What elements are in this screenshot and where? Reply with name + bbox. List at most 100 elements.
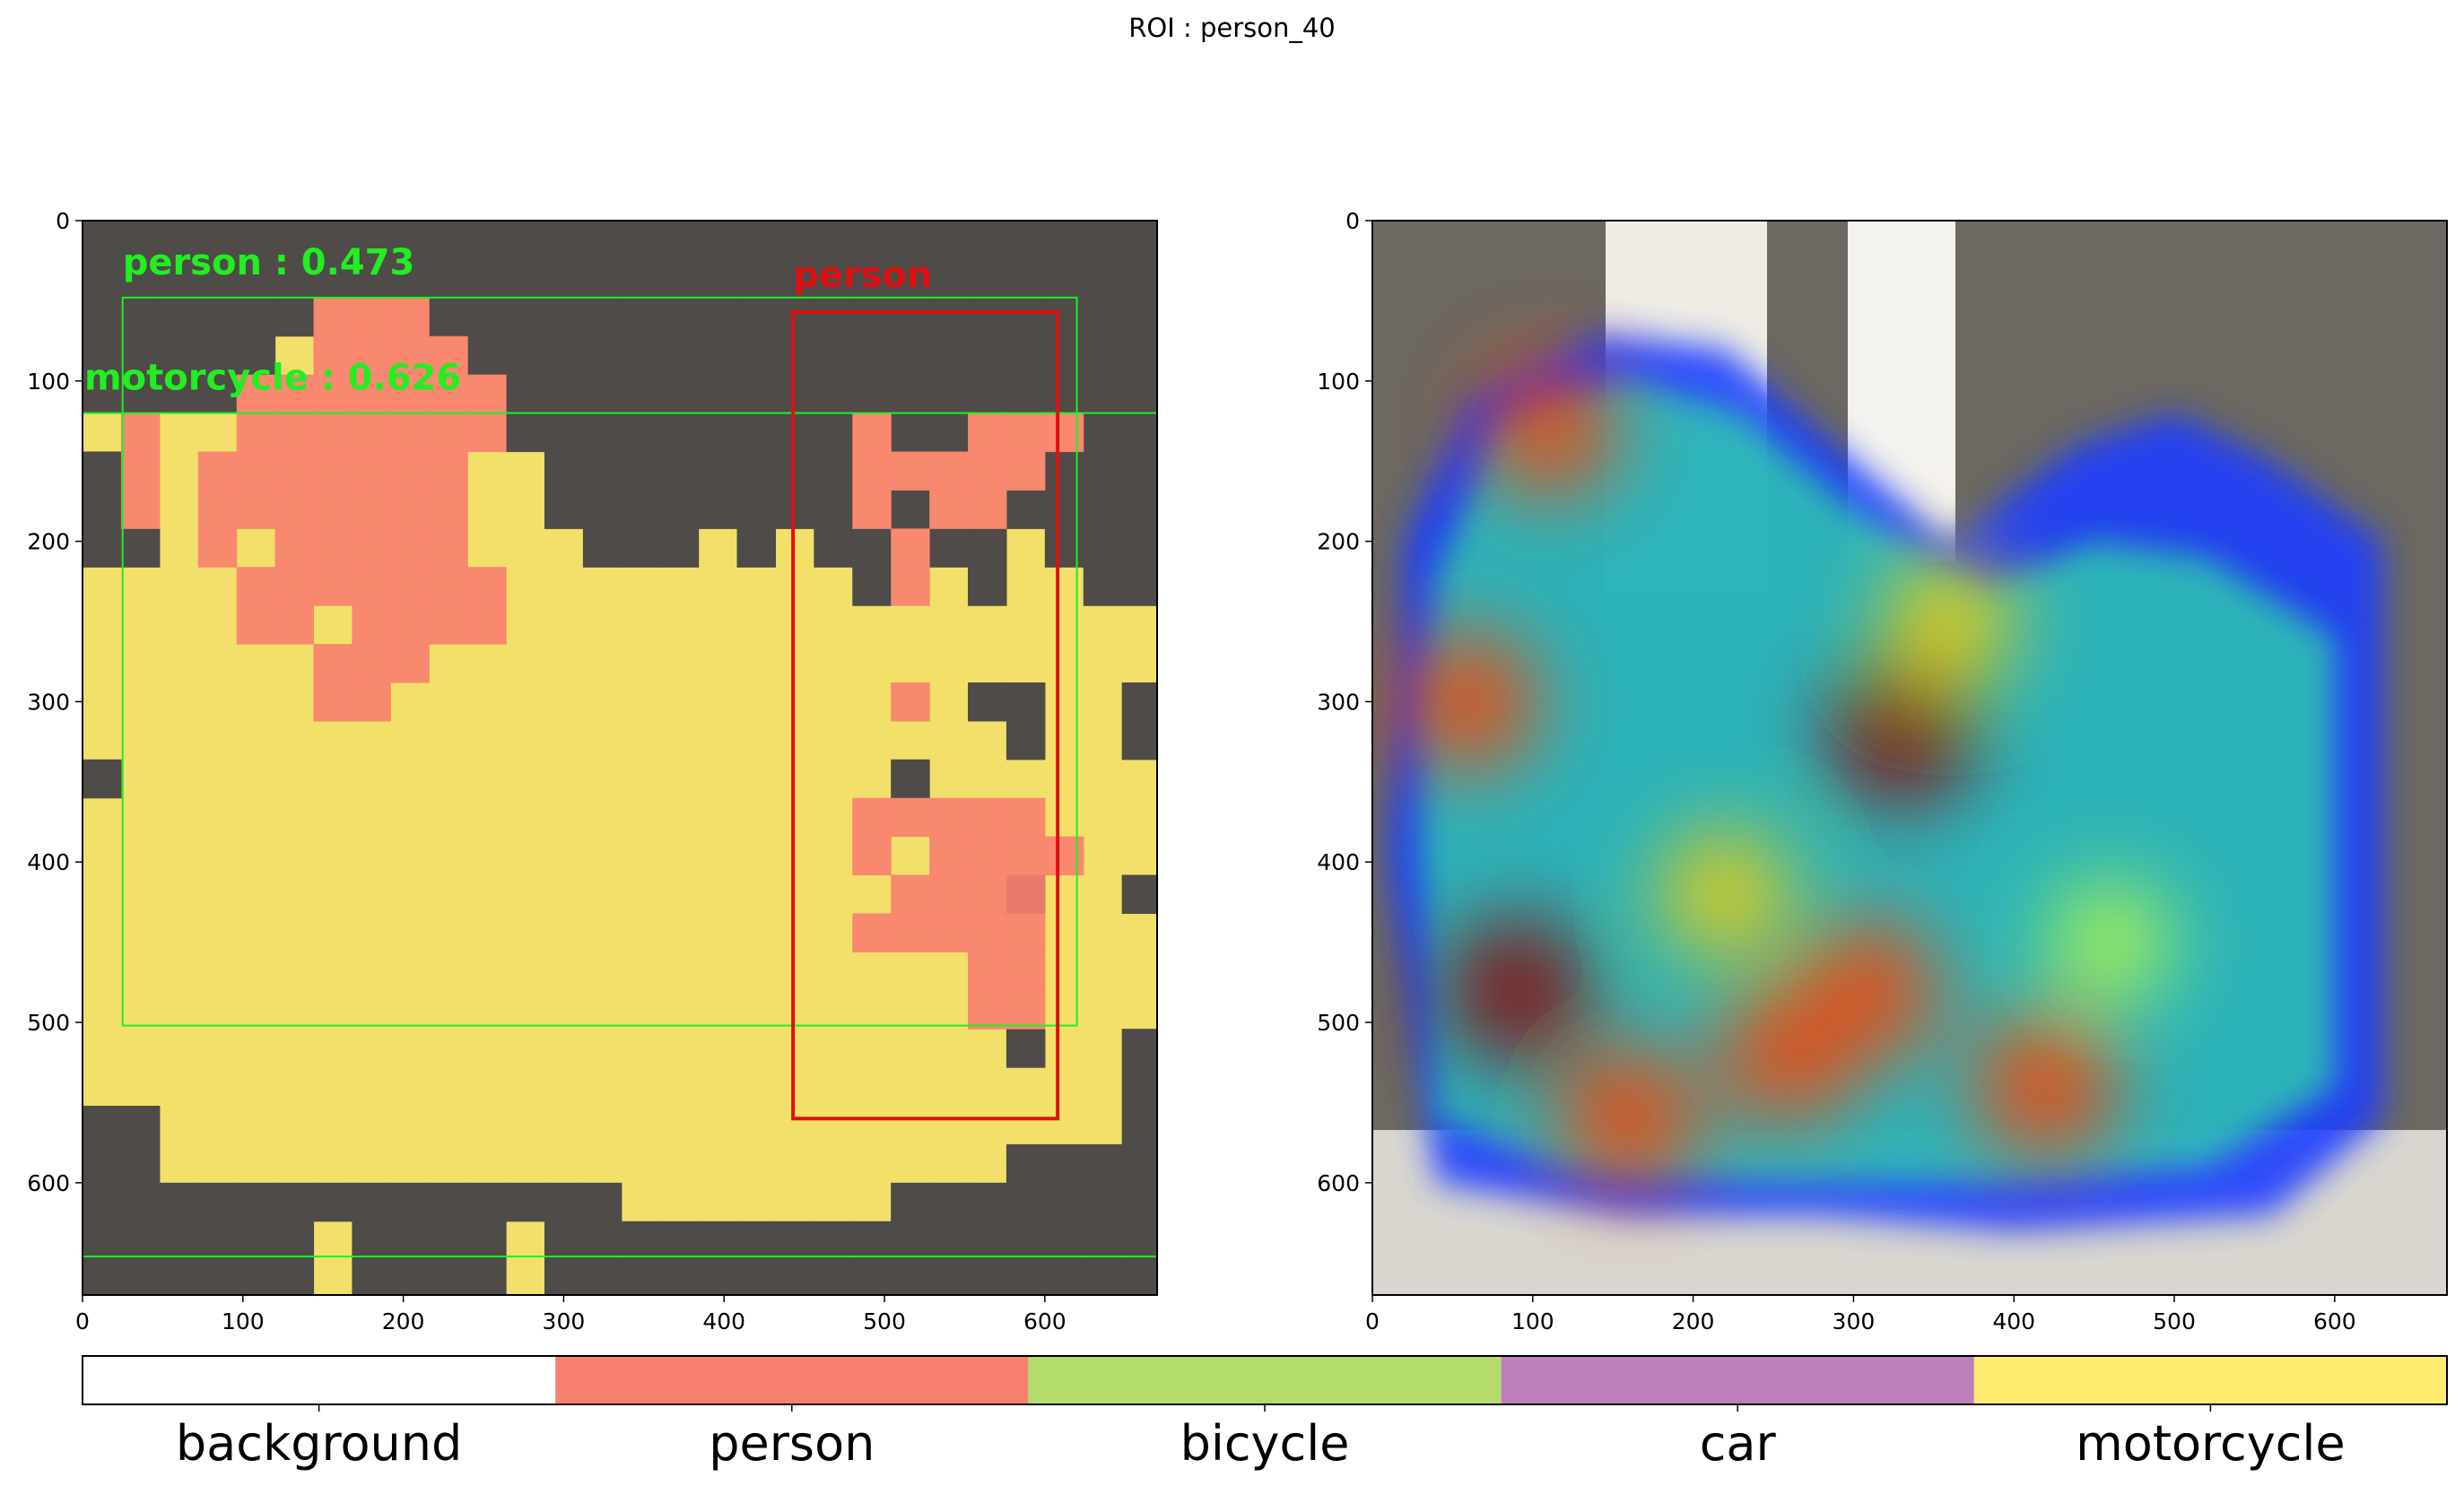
background-cell (621, 413, 661, 453)
background-cell (1083, 1182, 1123, 1222)
person-cell (352, 528, 391, 568)
background-cell (506, 1182, 545, 1222)
background-cell (197, 297, 238, 337)
person-cell (236, 451, 276, 491)
person-cell (1006, 451, 1046, 491)
person-cell (891, 913, 930, 952)
background-cell (83, 1182, 122, 1222)
background-cell (1121, 221, 1157, 260)
background-cell (1083, 221, 1123, 260)
background-cell (1083, 374, 1123, 414)
background-cell (1121, 567, 1157, 606)
y-tick-label: 200 (1317, 529, 1360, 555)
background-cell (814, 528, 853, 568)
person-cell (313, 567, 353, 606)
background-cell (1006, 1182, 1046, 1222)
background-cell (814, 1259, 853, 1295)
background-cell (929, 297, 969, 337)
background-cell (1044, 221, 1084, 260)
right-panel: 0 100 200 300 400 500 600 0 100 200 300 400 500 600 (1317, 208, 2448, 1334)
background-cell (659, 258, 700, 299)
person-cell (390, 374, 430, 414)
background-cell (582, 374, 623, 414)
background-cell (197, 1259, 238, 1295)
background-cell (313, 221, 353, 260)
background-cell (120, 374, 161, 414)
background-cell (1044, 528, 1084, 568)
background-cell (891, 490, 930, 529)
right-axis-ticks: 0 100 200 300 400 500 600 0 100 200 300 400 500 600 (1317, 208, 2355, 1334)
background-cell (506, 258, 545, 299)
background-cell (736, 258, 777, 299)
background-cell (1044, 451, 1084, 491)
person-cell (429, 413, 468, 453)
person-cell (429, 567, 468, 606)
person-cell (467, 413, 507, 453)
background-cell (1044, 297, 1084, 337)
background-cell (659, 1259, 700, 1295)
background-cell (1006, 1221, 1046, 1261)
background-cell (120, 1106, 161, 1145)
background-cell (1006, 1259, 1046, 1295)
detection-box (791, 309, 1060, 1121)
background-cell (852, 528, 892, 568)
person-cell (1044, 836, 1084, 876)
background-cell (1044, 1221, 1084, 1261)
background-cell (159, 1182, 199, 1222)
legend-label-person: person (709, 1415, 875, 1472)
person-cell (1006, 874, 1046, 915)
x-tick-label: 500 (863, 1308, 906, 1334)
person-cell (313, 413, 353, 453)
person-cell (929, 913, 969, 952)
person-cell (236, 374, 276, 414)
background-cell (1121, 374, 1157, 414)
person-cell (236, 605, 276, 645)
background-cell (968, 1221, 1007, 1261)
background-cell (1006, 490, 1046, 529)
background-cell (1121, 335, 1157, 376)
background-cell (891, 1182, 930, 1222)
legend-swatch-bicycle (1028, 1356, 1502, 1404)
background-cell (775, 1221, 814, 1261)
background-cell (544, 374, 584, 414)
x-tick-label: 100 (1511, 1308, 1554, 1334)
heat-hotspot (1481, 361, 1617, 498)
y-tick-label: 600 (27, 1170, 70, 1196)
background-cell (891, 374, 930, 414)
heat-hotspot (1398, 631, 1538, 772)
background-cell (429, 1259, 468, 1295)
background-cell (968, 1259, 1007, 1295)
y-tick-label: 500 (27, 1010, 70, 1036)
heat-hotspot (1828, 660, 1975, 808)
background-cell (1121, 528, 1157, 568)
person-cell (968, 490, 1007, 529)
background-cell (621, 451, 661, 491)
person-cell (390, 413, 430, 453)
background-cell (467, 297, 507, 337)
person-cell (1006, 913, 1046, 952)
background-cell (544, 1259, 584, 1295)
background-cell (159, 1259, 199, 1295)
heat-hotspot (1557, 1047, 1701, 1191)
background-cell (582, 413, 623, 453)
background-cell (736, 451, 777, 491)
person-cell (352, 335, 391, 376)
person-cell (891, 451, 930, 491)
background-cell (83, 221, 122, 260)
detection-box (121, 296, 1078, 1027)
background-cell (659, 335, 700, 376)
person-cell (390, 528, 430, 568)
y-tick-label: 400 (27, 849, 70, 875)
legend-swatch-person (555, 1356, 1029, 1404)
background-cell (929, 258, 969, 299)
background-cell (1121, 682, 1157, 722)
background-cell (83, 374, 122, 414)
segmentation-mask (83, 221, 1157, 1295)
x-tick-label: 400 (702, 1308, 745, 1334)
background-cell (274, 297, 315, 337)
background-cell (390, 221, 430, 260)
background-cell (1083, 451, 1123, 491)
background-cell (1121, 297, 1157, 337)
person-cell (1006, 952, 1046, 991)
person-cell (352, 374, 391, 414)
